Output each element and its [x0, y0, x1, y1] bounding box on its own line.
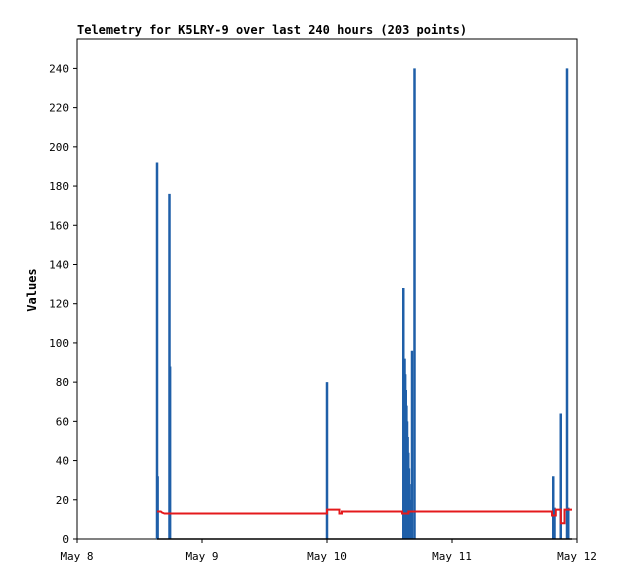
x-tick-label: May 11 — [432, 550, 472, 563]
y-tick-label: 80 — [56, 376, 69, 389]
y-tick-label: 100 — [49, 337, 69, 350]
y-tick-label: 180 — [49, 180, 69, 193]
x-tick-label: May 9 — [185, 550, 218, 563]
x-axis: May 8 May 9 May 10 May 11 May 12 — [60, 539, 597, 563]
telemetry-step-line — [157, 508, 572, 525]
x-tick-label: May 12 — [557, 550, 597, 563]
chart-title: Telemetry for K5LRY-9 over last 240 hour… — [77, 23, 467, 37]
y-tick-label: 240 — [49, 62, 69, 75]
y-tick-label: 160 — [49, 219, 69, 232]
y-axis: 0 20 40 60 80 100 120 140 160 180 200 220 240 — [49, 62, 77, 546]
plot-area — [155, 68, 572, 540]
y-tick-label: 20 — [56, 494, 69, 507]
x-tick-label: May 8 — [60, 550, 93, 563]
y-tick-label: 40 — [56, 455, 69, 468]
y-tick-label: 0 — [62, 533, 69, 546]
y-tick-label: 120 — [49, 298, 69, 311]
y-tick-label: 60 — [56, 415, 69, 428]
y-tick-label: 220 — [49, 102, 69, 115]
x-tick-label: May 10 — [307, 550, 347, 563]
y-axis-label: Values — [25, 268, 39, 311]
y-tick-label: 140 — [49, 258, 69, 271]
y-tick-label: 200 — [49, 141, 69, 154]
